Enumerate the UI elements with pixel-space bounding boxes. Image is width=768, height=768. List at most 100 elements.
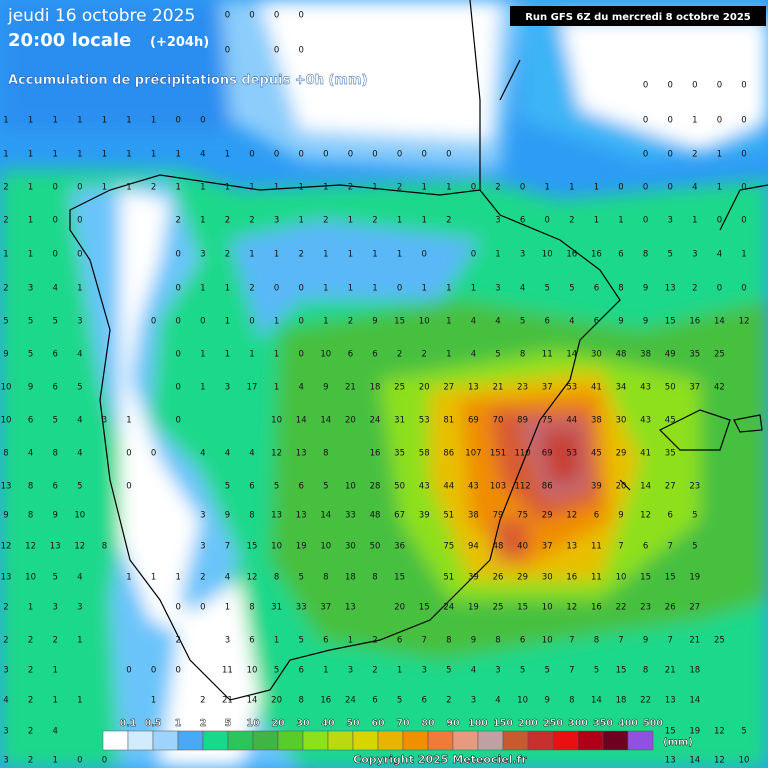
grid-value: 5 bbox=[495, 350, 500, 360]
grid-value: 31 bbox=[394, 416, 405, 426]
grid-value: 1 bbox=[372, 183, 377, 193]
grid-value: 1 bbox=[569, 183, 574, 193]
grid-value: 33 bbox=[296, 603, 307, 613]
grid-value: 8 bbox=[372, 573, 377, 583]
grid-value: 1 bbox=[323, 317, 328, 327]
grid-value: 6 bbox=[249, 636, 254, 646]
grid-value: 42 bbox=[714, 383, 725, 393]
grid-value: 7 bbox=[667, 636, 672, 646]
grid-value: 16 bbox=[566, 573, 577, 583]
grid-value: 0 bbox=[618, 183, 623, 193]
grid-value: 43 bbox=[640, 383, 651, 393]
grid-value: 39 bbox=[591, 482, 602, 492]
grid-value: 0 bbox=[151, 449, 156, 459]
grid-value: 19 bbox=[296, 542, 307, 552]
grid-value: 0 bbox=[274, 46, 279, 56]
grid-value: 12 bbox=[74, 542, 85, 552]
grid-value: 1 bbox=[717, 183, 722, 193]
grid-value: 0 bbox=[717, 216, 722, 226]
grid-value: 75 bbox=[542, 416, 553, 426]
grid-value: 30 bbox=[616, 416, 627, 426]
grid-value: 0 bbox=[397, 284, 402, 294]
grid-value: 6 bbox=[618, 250, 623, 260]
grid-value: 1 bbox=[372, 250, 377, 260]
legend-swatch bbox=[452, 730, 479, 751]
legend-label: 80 bbox=[421, 718, 435, 729]
grid-value: 3 bbox=[348, 666, 353, 676]
grid-value: 4 bbox=[52, 727, 57, 737]
grid-value: 3 bbox=[3, 756, 8, 766]
grid-value: 5 bbox=[77, 482, 82, 492]
legend-label: 5 bbox=[225, 718, 232, 729]
grid-value: 5 bbox=[397, 696, 402, 706]
grid-value: 15 bbox=[394, 573, 405, 583]
grid-value: 0 bbox=[741, 116, 746, 126]
grid-value: 0 bbox=[175, 416, 180, 426]
grid-value: 1 bbox=[323, 250, 328, 260]
grid-value: 8 bbox=[3, 449, 8, 459]
grid-value: 0 bbox=[298, 11, 303, 21]
grid-value: 23 bbox=[640, 603, 651, 613]
grid-value: 10 bbox=[739, 756, 750, 766]
grid-value: 1 bbox=[225, 350, 230, 360]
grid-value: 50 bbox=[394, 482, 405, 492]
coastlines bbox=[69, 0, 768, 701]
grid-value: 2 bbox=[446, 696, 451, 706]
grid-value: 12 bbox=[566, 511, 577, 521]
legend-swatch bbox=[602, 730, 629, 751]
grid-value: 4 bbox=[225, 449, 230, 459]
run-box bbox=[510, 6, 766, 26]
legend-swatch bbox=[502, 730, 529, 751]
grid-value: 3 bbox=[471, 696, 476, 706]
grid-value: 0 bbox=[77, 250, 82, 260]
legend-label: 40 bbox=[321, 718, 335, 729]
grid-value: 9 bbox=[225, 511, 230, 521]
grid-value: 9 bbox=[643, 636, 648, 646]
legend-swatch bbox=[352, 730, 379, 751]
grid-value: 2 bbox=[200, 696, 205, 706]
grid-value: 4 bbox=[495, 317, 500, 327]
grid-value: 19 bbox=[689, 573, 700, 583]
grid-value: 2 bbox=[200, 573, 205, 583]
grid-value: 14 bbox=[689, 756, 700, 766]
grid-value: 4 bbox=[569, 317, 574, 327]
grid-value: 2 bbox=[28, 696, 33, 706]
grid-value: 1 bbox=[52, 116, 57, 126]
grid-value: 1 bbox=[274, 636, 279, 646]
grid-value: 2 bbox=[397, 183, 402, 193]
grid-value: 10 bbox=[1, 416, 12, 426]
grid-value: 50 bbox=[665, 383, 676, 393]
grid-value: 9 bbox=[618, 511, 623, 521]
grid-value: 29 bbox=[616, 449, 627, 459]
grid-value: 19 bbox=[468, 603, 479, 613]
grid-value: 8 bbox=[323, 449, 328, 459]
grid-value: 0 bbox=[692, 81, 697, 91]
grid-value: 8 bbox=[643, 666, 648, 676]
legend-label: 300 bbox=[568, 718, 588, 729]
grid-value: 28 bbox=[370, 482, 381, 492]
grid-value: 14 bbox=[296, 416, 307, 426]
grid-value: 5 bbox=[741, 727, 746, 737]
grid-value: 151 bbox=[490, 449, 506, 459]
grid-value: 0 bbox=[667, 116, 672, 126]
grid-value: 6 bbox=[298, 482, 303, 492]
grid-value: 2 bbox=[28, 666, 33, 676]
legend-swatch bbox=[402, 730, 429, 751]
grid-value: 19 bbox=[689, 727, 700, 737]
grid-value: 1 bbox=[397, 666, 402, 676]
grid-value: 6 bbox=[544, 317, 549, 327]
legend-label: 350 bbox=[593, 718, 613, 729]
grid-value: 1 bbox=[421, 183, 426, 193]
grid-value: 2 bbox=[692, 284, 697, 294]
grid-value: 8 bbox=[495, 636, 500, 646]
grid-value: 30 bbox=[591, 350, 602, 360]
grid-value: 75 bbox=[517, 511, 528, 521]
grid-value: 6 bbox=[421, 696, 426, 706]
grid-value: 2 bbox=[249, 284, 254, 294]
grid-value: 3 bbox=[200, 511, 205, 521]
grid-value: 5 bbox=[225, 482, 230, 492]
grid-value: 5 bbox=[3, 317, 8, 327]
grid-value: 1 bbox=[102, 183, 107, 193]
grid-value: 0 bbox=[298, 284, 303, 294]
grid-value: 1 bbox=[126, 183, 131, 193]
